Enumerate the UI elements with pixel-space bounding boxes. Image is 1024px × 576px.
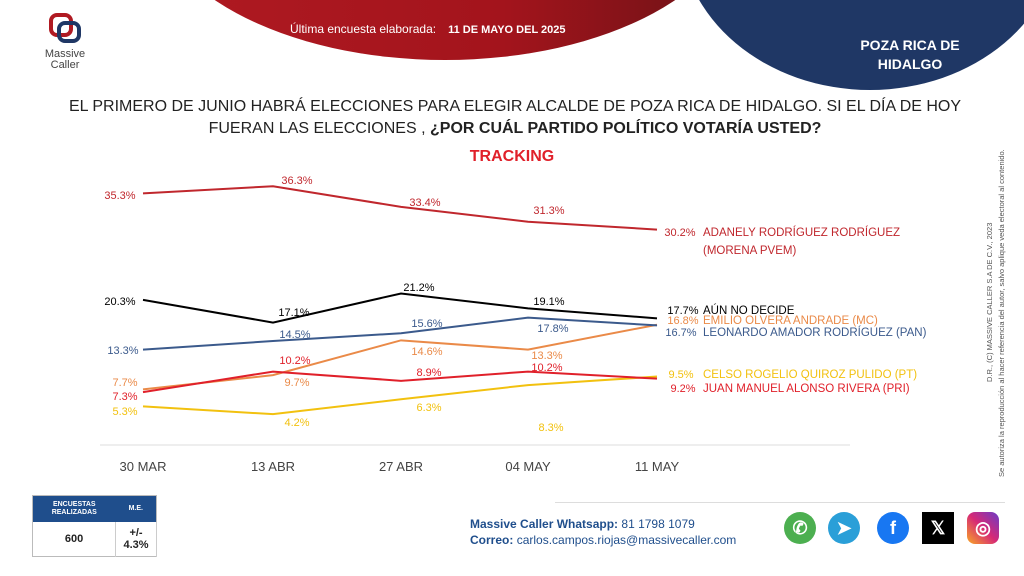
data-label: 13.3% <box>531 350 562 362</box>
data-label: 9.2% <box>670 383 695 395</box>
series-name: JUAN MANUEL ALONSO RIVERA (PRI) <box>703 383 910 395</box>
data-label: 6.3% <box>416 402 441 414</box>
data-label: 15.6% <box>411 318 442 330</box>
data-label: 10.2% <box>279 355 310 367</box>
city-title: POZA RICA DE HIDALGO <box>860 37 960 72</box>
chart-title: TRACKING <box>469 148 555 165</box>
question: EL PRIMERO DE JUNIO HABRÁ ELECCIONES PAR… <box>60 96 970 140</box>
question-emphasis: ¿POR CUÁL PARTIDO POLÍTICO VOTARÍA USTED… <box>430 120 822 137</box>
data-label: 21.2% <box>403 282 434 294</box>
data-label: 4.2% <box>284 417 309 429</box>
x-tick-label: 11 MAY <box>635 459 680 474</box>
series-line <box>142 185 658 231</box>
series-2: 7.7% 9.7% 14.6% 13.3% 16.8% EMILIO OLVERA AND… <box>112 315 878 391</box>
data-label: 9.7% <box>284 377 309 389</box>
data-label: 14.6% <box>411 346 442 358</box>
whatsapp-number[interactable]: 81 1798 1079 <box>621 517 695 531</box>
email-label: Correo: <box>470 533 514 547</box>
series-5: 7.3% 10.2% 8.9% 10.2% 9.2% JUAN MANUEL ALONSO… <box>112 355 909 403</box>
last-survey-date: 11 DE MAYO DEL 2025 <box>448 24 566 36</box>
telegram-icon[interactable]: ➤ <box>828 512 860 544</box>
logo-text: Massive <box>44 48 86 60</box>
question-text: EL PRIMERO DE JUNIO HABRÁ ELECCIONES PAR… <box>68 98 962 137</box>
logo-text: Caller <box>50 59 80 71</box>
series-3: 13.3% 14.5% 15.6% 17.8% 16.7% LEONARDO AMADOR… <box>107 316 927 357</box>
series-name-cont: (MORENA PVEM) <box>703 245 796 257</box>
data-label: 8.9% <box>416 367 441 379</box>
copyright-note: D.R., (C) MASSIVE CALLER S.A DE C.V., 20… <box>985 149 1006 477</box>
series-line <box>142 323 658 391</box>
series-name: CELSO ROGELIO QUIROZ PULIDO (PT) <box>703 369 917 381</box>
copyright-line: D.R., (C) MASSIVE CALLER S.A DE C.V., 20… <box>985 223 994 382</box>
data-label: 5.3% <box>112 406 137 418</box>
data-label: 20.3% <box>104 296 135 308</box>
x-tick-label: 27 ABR <box>379 459 423 474</box>
instagram-icon[interactable]: ◎ <box>967 512 999 544</box>
logo: Massive Caller <box>30 12 100 71</box>
surveys-header: ENCUESTAS REALIZADAS <box>32 495 116 522</box>
series-name: LEONARDO AMADOR RODRÍGUEZ (PAN) <box>703 326 927 339</box>
series-line <box>142 375 658 416</box>
series-line <box>142 292 658 324</box>
series-name: EMILIO OLVERA ANDRADE (MC) <box>703 315 878 327</box>
data-label: 13.3% <box>107 345 138 357</box>
series-name: AÚN NO DECIDE <box>703 304 795 317</box>
line-chart: 30 MAR 13 ABR 27 ABR 04 MAY 11 MAY 35.3% 36.3%… <box>100 175 927 474</box>
x-tick-label: 13 ABR <box>251 459 295 474</box>
contact-info: Massive Caller Whatsapp: 81 1798 1079 Co… <box>470 516 736 548</box>
last-survey: Última encuesta elaborada: 11 DE MAYO DEL… <box>290 22 566 36</box>
surveys-value: 600 <box>32 522 117 557</box>
data-label: 36.3% <box>281 175 312 187</box>
data-label: 30.2% <box>664 227 695 239</box>
copyright-line: Se autoriza la reproducción al hacer ref… <box>997 149 1006 477</box>
whatsapp-label: Massive Caller Whatsapp: <box>470 517 619 531</box>
series-name: ADANELY RODRÍGUEZ RODRÍGUEZ <box>703 226 900 239</box>
logo-icon <box>49 13 81 43</box>
divider <box>555 502 1005 503</box>
data-label: 9.5% <box>668 369 693 381</box>
data-label: 16.8% <box>667 315 698 327</box>
data-label: 14.5% <box>279 329 310 341</box>
data-label: 31.3% <box>533 205 564 217</box>
x-icon[interactable]: 𝕏 <box>922 512 954 544</box>
data-label: 7.7% <box>112 377 137 389</box>
data-label: 7.3% <box>112 391 137 403</box>
series-0: 35.3% 36.3% 33.4% 31.3% 30.2% ADANELY RODRÍGU… <box>104 175 900 257</box>
series-line <box>142 370 658 394</box>
series-4: 5.3% 4.2% 6.3% 8.3% 9.5% CELSO ROGELIO QUIROZ… <box>112 369 917 434</box>
data-label: 17.1% <box>278 307 309 319</box>
x-tick-label: 30 MAR <box>120 459 167 474</box>
survey-stats-table: ENCUESTAS REALIZADAS M.E. 600 +/- 4.3% <box>32 495 157 557</box>
data-label: 35.3% <box>104 190 135 202</box>
email-link[interactable]: carlos.campos.riojas@massivecaller.com <box>516 533 737 547</box>
data-label: 19.1% <box>533 296 564 308</box>
last-survey-label: Última encuesta elaborada: <box>290 22 437 36</box>
series-1: 20.3% 17.1% 21.2% 19.1% 17.7% AÚN NO DECIDE <box>104 282 795 324</box>
series-line <box>142 316 658 351</box>
data-label: 17.8% <box>537 323 568 335</box>
x-tick-label: 04 MAY <box>505 459 551 474</box>
facebook-icon[interactable]: f <box>877 512 909 544</box>
data-label: 10.2% <box>531 362 562 374</box>
whatsapp-icon[interactable]: ✆ <box>784 512 816 544</box>
data-label: 33.4% <box>409 197 440 209</box>
data-label: 16.7% <box>665 327 696 339</box>
margin-value: +/- 4.3% <box>115 522 157 557</box>
data-label: 17.7% <box>667 305 698 317</box>
data-label: 8.3% <box>538 422 563 434</box>
margin-header: M.E. <box>115 495 157 522</box>
